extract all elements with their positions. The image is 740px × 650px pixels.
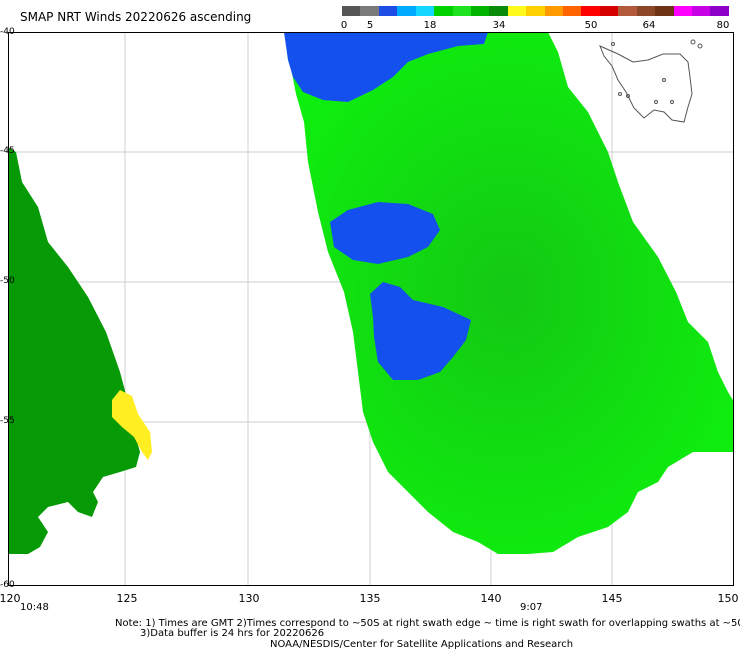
x-tick-125: 125	[116, 592, 138, 605]
low-wind-blue-middle	[330, 202, 440, 264]
scale-swatch-10	[526, 6, 545, 16]
y-tick-minus-45: -45	[0, 146, 15, 156]
x-tick-135: 135	[359, 592, 381, 605]
main-swath-green	[284, 32, 734, 554]
x-tick-145: 145	[601, 592, 623, 605]
scale-swatch-20	[710, 6, 729, 16]
scale-swatch-1	[360, 6, 379, 16]
footnote-line-2: 3)Data buffer is 24 hrs for 20220626	[140, 628, 325, 639]
left-swath-green	[8, 147, 140, 554]
pass-time-middle: 9:07	[520, 602, 543, 613]
credit-line: NOAA/NESDIS/Center for Satellite Applica…	[270, 639, 574, 650]
scale-swatch-9	[507, 6, 527, 16]
low-wind-blue-south	[370, 282, 471, 380]
color-scale-labels: 0 5 18 34 50 64 80	[340, 20, 740, 34]
map-title: SMAP NRT Winds 20220626 ascending	[20, 10, 252, 24]
y-tick-minus-50: -50	[0, 276, 15, 286]
scale-label-0: 0	[340, 20, 348, 31]
x-tick-120: 120	[0, 592, 21, 605]
scale-swatch-0	[342, 6, 361, 16]
scale-label-18: 18	[423, 20, 437, 31]
x-tick-140: 140	[480, 592, 502, 605]
scale-swatch-17	[655, 6, 674, 16]
scale-label-80: 80	[716, 20, 730, 31]
tasmania-coastline	[599, 45, 693, 123]
scale-swatch-5	[434, 6, 453, 16]
scale-swatch-3	[397, 6, 416, 16]
scale-swatch-14	[599, 6, 619, 16]
scale-label-5: 5	[366, 20, 374, 31]
x-tick-150: 150	[717, 592, 739, 605]
left-swath-yellow	[112, 390, 152, 460]
scale-swatch-7	[470, 6, 490, 16]
pass-time-left: 10:48	[20, 602, 49, 613]
footnote-line-1: Note: 1) Times are GMT 2)Times correspon…	[115, 618, 740, 629]
scale-label-50: 50	[584, 20, 598, 31]
wind-speed-color-scale	[342, 6, 729, 16]
y-tick-minus-55: -55	[0, 416, 15, 426]
y-tick-minus-40: -40	[0, 27, 15, 37]
y-tick-minus-60: -60	[0, 580, 15, 590]
wind-map	[8, 32, 734, 586]
scale-swatch-8	[489, 6, 508, 16]
scale-label-34: 34	[492, 20, 506, 31]
scale-swatch-6	[452, 6, 471, 16]
scale-swatch-4	[415, 6, 435, 16]
x-tick-130: 130	[238, 592, 260, 605]
low-wind-blue-north	[284, 32, 488, 102]
island-dots	[611, 39, 703, 104]
scale-swatch-16	[636, 6, 656, 16]
scale-swatch-18	[673, 6, 693, 16]
scale-swatch-19	[692, 6, 711, 16]
scale-swatch-15	[618, 6, 637, 16]
scale-swatch-13	[581, 6, 600, 16]
scale-swatch-12	[563, 6, 582, 16]
scale-label-64: 64	[642, 20, 656, 31]
scale-swatch-2	[378, 6, 398, 16]
scale-swatch-11	[544, 6, 564, 16]
